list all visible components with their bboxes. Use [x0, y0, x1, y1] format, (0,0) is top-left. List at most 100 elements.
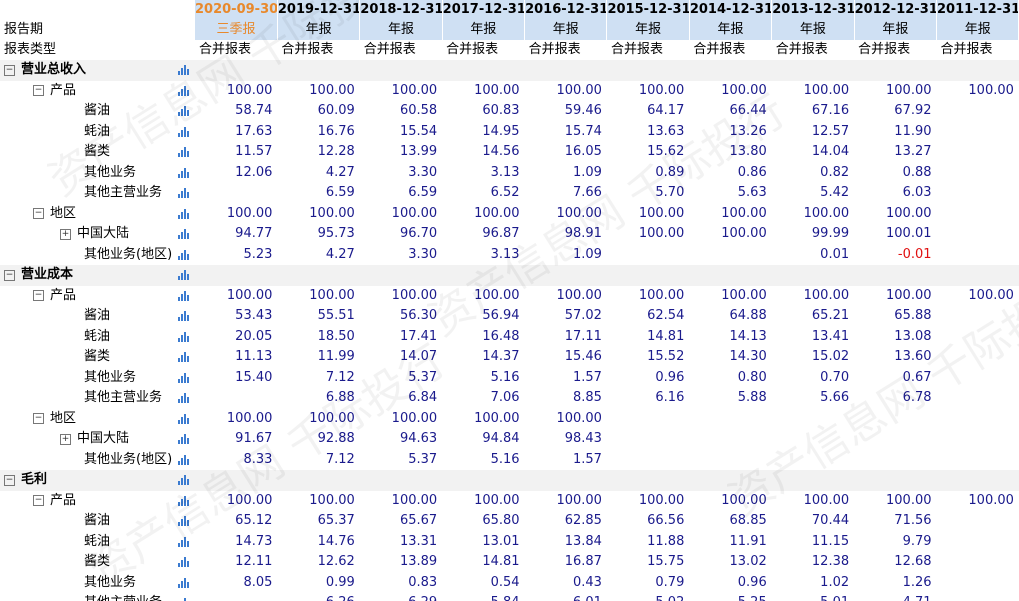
column-period-header: 年报 [936, 20, 1019, 40]
value-cell: 11.88 [647, 533, 685, 549]
value-cell: 0.86 [737, 164, 767, 180]
row-label-cell: 其他业务(地区) [0, 245, 195, 266]
column-period-header: 年报 [359, 20, 443, 40]
value-cell: 60.09 [317, 103, 355, 119]
value-cell [359, 265, 443, 286]
value-cell: 100.00 [556, 492, 602, 508]
bar-chart-icon[interactable] [178, 85, 189, 96]
column-date-header[interactable]: 2016-12-31 [524, 0, 608, 20]
value-cell [937, 327, 1019, 348]
bar-chart-icon[interactable] [178, 536, 189, 547]
collapse-icon[interactable]: − [4, 269, 15, 281]
value-cell [359, 60, 443, 81]
column-date-header[interactable]: 2020-09-30 [195, 0, 278, 20]
value-cell: 4.27 [325, 164, 355, 180]
bar-chart-icon[interactable] [178, 557, 189, 567]
row-label-cell: − 产品 [0, 491, 195, 512]
bar-chart-icon[interactable] [178, 413, 189, 424]
column-date-header[interactable]: 2019-12-31 [277, 0, 361, 20]
value-cell: 66.44 [729, 103, 767, 119]
bar-chart-icon[interactable] [178, 434, 189, 444]
collapse-icon[interactable]: − [33, 290, 44, 301]
expand-icon[interactable]: + [60, 228, 71, 240]
value-cell: 5.42 [820, 185, 850, 201]
value-cell: 56.94 [482, 308, 520, 324]
bar-chart-icon[interactable] [178, 65, 189, 75]
value-cell: 96.87 [482, 226, 520, 242]
bar-chart-icon[interactable] [178, 147, 189, 157]
bar-chart-icon[interactable] [178, 126, 189, 137]
value-cell: 100.00 [474, 410, 520, 426]
bar-chart-icon[interactable] [178, 495, 189, 506]
bar-chart-icon[interactable] [178, 106, 189, 116]
collapse-icon[interactable]: − [4, 474, 15, 486]
value-cell [936, 265, 1019, 286]
collapse-icon[interactable]: − [33, 208, 44, 219]
column-date-header[interactable]: 2011-12-31 [936, 0, 1019, 20]
column-date-header[interactable]: 2014-12-31 [689, 0, 773, 20]
value-cell: 13.26 [729, 123, 767, 139]
row-label-cell: 其他业务 [0, 573, 195, 594]
bar-chart-icon[interactable] [178, 331, 189, 342]
bar-chart-icon[interactable] [178, 167, 189, 178]
row-label-cell: − 营业成本 [0, 265, 195, 286]
bar-chart-icon[interactable] [178, 352, 189, 362]
bar-chart-icon[interactable] [178, 475, 189, 485]
value-cell: 98.43 [564, 431, 602, 447]
column-date-header[interactable]: 2018-12-31 [359, 0, 443, 20]
bar-chart-icon[interactable] [178, 270, 189, 280]
value-cell: 5.84 [442, 593, 524, 601]
row-label-cell: 酱类 [0, 142, 195, 163]
value-cell [854, 429, 936, 450]
bar-chart-icon[interactable] [178, 372, 189, 383]
value-cell [277, 470, 360, 491]
value-cell: 12.38 [811, 554, 850, 570]
bar-chart-icon[interactable] [178, 229, 189, 239]
value-cell: 14.76 [317, 533, 355, 549]
value-cell: 14.56 [482, 144, 520, 160]
bar-chart-icon[interactable] [178, 516, 189, 526]
table-row: − 营业成本 [0, 265, 1019, 286]
table-row: 酱油 58.74 60.09 60.58 60.83 59.46 64.17 66.44 67.… [0, 101, 1019, 122]
bar-chart-icon[interactable] [178, 393, 189, 403]
value-cell: 100.00 [721, 287, 767, 303]
value-cell [772, 429, 854, 450]
value-cell: 0.79 [655, 574, 685, 590]
value-cell [606, 60, 690, 81]
value-cell: 14.37 [482, 349, 520, 365]
row-label-cell: + 中国大陆 [0, 429, 195, 450]
value-cell [937, 368, 1019, 389]
bar-chart-icon[interactable] [178, 208, 189, 219]
collapse-icon[interactable]: − [33, 85, 44, 96]
value-cell: 100.00 [803, 82, 850, 98]
value-cell [771, 60, 855, 81]
header-period-row: 报告期 三季报 年报 年报 年报 年报 年报 年报 年报 年报 年报 [0, 20, 1019, 40]
value-cell: 62.85 [564, 513, 602, 529]
value-cell: 66.56 [647, 513, 685, 529]
row-label: 蚝油 [84, 123, 111, 139]
column-date-header[interactable]: 2013-12-31 [771, 0, 855, 20]
column-date-header[interactable]: 2015-12-31 [606, 0, 690, 20]
bar-chart-icon[interactable] [178, 249, 189, 260]
column-date-header[interactable]: 2012-12-31 [854, 0, 938, 20]
column-type-header: 合并报表 [940, 42, 993, 57]
column-date-header[interactable]: 2017-12-31 [442, 0, 526, 20]
bar-chart-icon[interactable] [178, 598, 189, 601]
expand-icon[interactable]: + [60, 433, 71, 445]
value-cell: 1.26 [902, 574, 932, 590]
collapse-icon[interactable]: − [4, 64, 15, 76]
value-cell [689, 265, 772, 286]
bar-chart-icon[interactable] [178, 577, 189, 588]
collapse-icon[interactable]: − [33, 413, 44, 424]
bar-chart-icon[interactable] [178, 188, 189, 198]
value-cell: 11.91 [729, 533, 767, 549]
bar-chart-icon[interactable] [178, 311, 189, 321]
value-cell: 5.16 [490, 451, 520, 467]
bar-chart-icon[interactable] [178, 454, 189, 465]
row-label: 其他主营业务 [84, 185, 163, 200]
bar-chart-icon[interactable] [178, 290, 189, 301]
value-cell: 13.08 [894, 328, 932, 344]
value-cell [937, 450, 1019, 471]
collapse-icon[interactable]: − [33, 495, 44, 506]
value-cell: 56.30 [399, 308, 438, 324]
